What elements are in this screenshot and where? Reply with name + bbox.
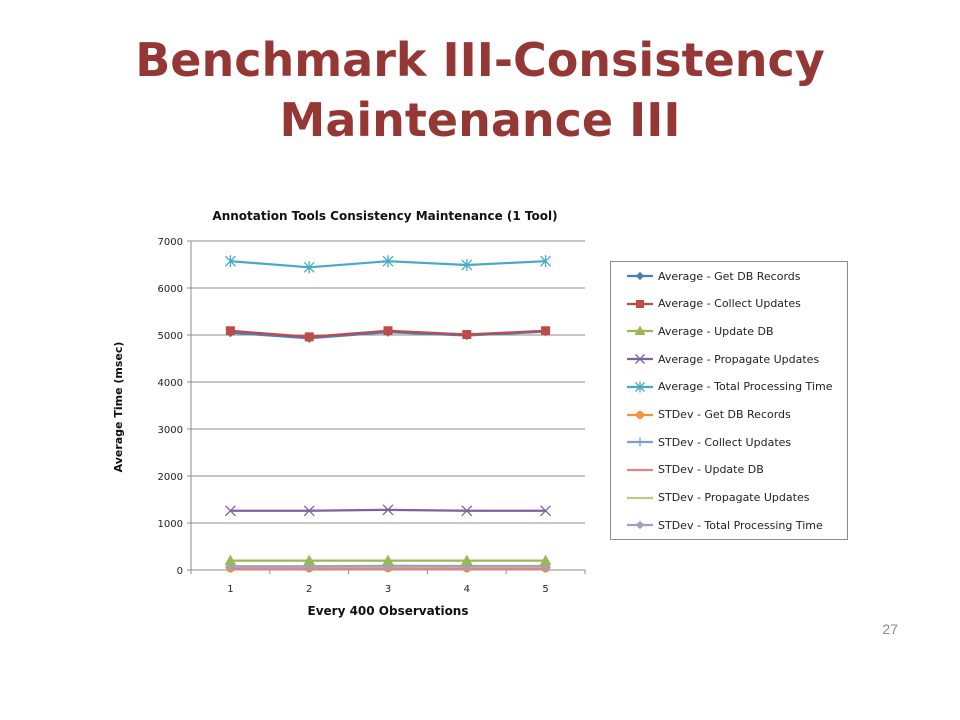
legend-label: STDev - Propagate Updates [658, 491, 810, 505]
legend-swatch [627, 381, 653, 393]
data-point [461, 258, 473, 271]
marker-stroke [224, 505, 236, 517]
data-point [383, 326, 393, 336]
series-lines [224, 255, 552, 573]
y-tick-label: 1000 [158, 519, 183, 530]
data-point [225, 326, 235, 336]
legend-item: Average - Total Processing Time [627, 377, 832, 397]
slide-title-line-2: Maintenance III [279, 93, 681, 147]
legend-item: Average - Propagate Updates [627, 349, 819, 369]
legend-swatch [627, 299, 653, 308]
legend-label: STDev - Update DB [658, 463, 764, 477]
legend-label: Average - Total Processing Time [658, 380, 833, 394]
marker-stroke [635, 354, 645, 365]
data-point [224, 505, 236, 517]
page-number: 27 [882, 621, 898, 637]
legend-label: Average - Collect Updates [658, 297, 801, 311]
legend-item: Average - Update DB [627, 321, 773, 341]
legend-swatch [627, 354, 653, 365]
marker-stroke [461, 505, 473, 517]
y-axis-label: Average Time (msec) [112, 342, 125, 473]
x-tick-label: 4 [464, 584, 470, 595]
marker-stroke [540, 505, 552, 517]
marker-stroke [382, 504, 394, 516]
chart-title: Annotation Tools Consistency Maintenance… [212, 209, 557, 223]
data-point [382, 504, 394, 516]
legend-swatch [627, 271, 653, 281]
data-point [460, 554, 473, 566]
data-point [303, 505, 315, 517]
legend-swatch [627, 521, 653, 530]
series-5 [224, 255, 552, 274]
x-tick-label: 2 [306, 584, 312, 595]
data-point [539, 554, 552, 566]
data-point [540, 255, 552, 268]
data-point [541, 326, 551, 336]
legend-label: STDev - Get DB Records [658, 408, 791, 421]
data-point [303, 554, 316, 566]
data-point [303, 261, 315, 274]
legend-swatch [627, 410, 653, 419]
data-point [635, 354, 645, 365]
data-point [635, 381, 645, 393]
y-tick-label: 0 [177, 566, 183, 577]
legend-item: STDev - Update DB [627, 460, 764, 480]
data-point [382, 255, 394, 268]
data-point [635, 271, 645, 281]
x-tick-label: 3 [385, 584, 391, 595]
marker-stroke [303, 505, 315, 517]
legend-label: Average - Get DB Records [658, 269, 801, 283]
data-point [635, 521, 645, 530]
data-point [224, 554, 237, 566]
y-tick-label: 4000 [158, 378, 183, 389]
x-tick-label: 5 [542, 584, 548, 595]
legend-label: Average - Update DB [658, 324, 774, 338]
series-4 [224, 504, 552, 517]
y-tick-label: 2000 [158, 472, 183, 483]
legend-item: Average - Collect Updates [627, 294, 801, 314]
legend-swatch [627, 468, 653, 471]
data-point [304, 332, 314, 342]
data-point [540, 505, 552, 517]
data-point [636, 299, 644, 308]
legend-item: STDev - Total Processing Time [627, 515, 823, 535]
slide-title-line-1: Benchmark III-Consistency [135, 33, 825, 87]
data-point [634, 325, 646, 336]
legend-swatch [627, 437, 653, 447]
data-point [462, 330, 472, 340]
legend-swatch [627, 496, 653, 499]
data-point [635, 437, 645, 447]
legend-label: STDev - Total Processing Time [658, 518, 823, 532]
y-tick-label: 5000 [158, 331, 183, 342]
data-point [224, 255, 236, 268]
legend-label: Average - Propagate Updates [658, 352, 820, 366]
data-point [382, 554, 394, 566]
legend-item: STDev - Get DB Records [627, 405, 791, 425]
slide-title: Benchmark III-Consistency Maintenance II… [0, 30, 960, 150]
series-3 [224, 554, 552, 566]
y-tick-label: 6000 [158, 284, 183, 295]
y-tick-label: 3000 [158, 425, 183, 436]
legend-item: Average - Get DB Records [627, 266, 800, 286]
legend-label: STDev - Collect Updates [658, 435, 792, 449]
series-2 [225, 326, 551, 342]
x-tick-label: 1 [227, 584, 233, 595]
data-point [461, 505, 473, 517]
legend-swatch [627, 325, 653, 336]
legend-item: STDev - Collect Updates [627, 432, 791, 452]
grid-lines [191, 240, 585, 524]
chart-legend: Average - Get DB Records Average - Collec… [610, 261, 848, 540]
y-tick-label: 7000 [158, 237, 183, 248]
data-point [636, 410, 644, 419]
x-axis-label: Every 400 Observations [308, 604, 469, 618]
legend-item: STDev - Propagate Updates [627, 488, 809, 508]
axes: 0 1000 2000 3000 4000 5000 6000 7000 1 2 3 4 5 [158, 237, 586, 595]
